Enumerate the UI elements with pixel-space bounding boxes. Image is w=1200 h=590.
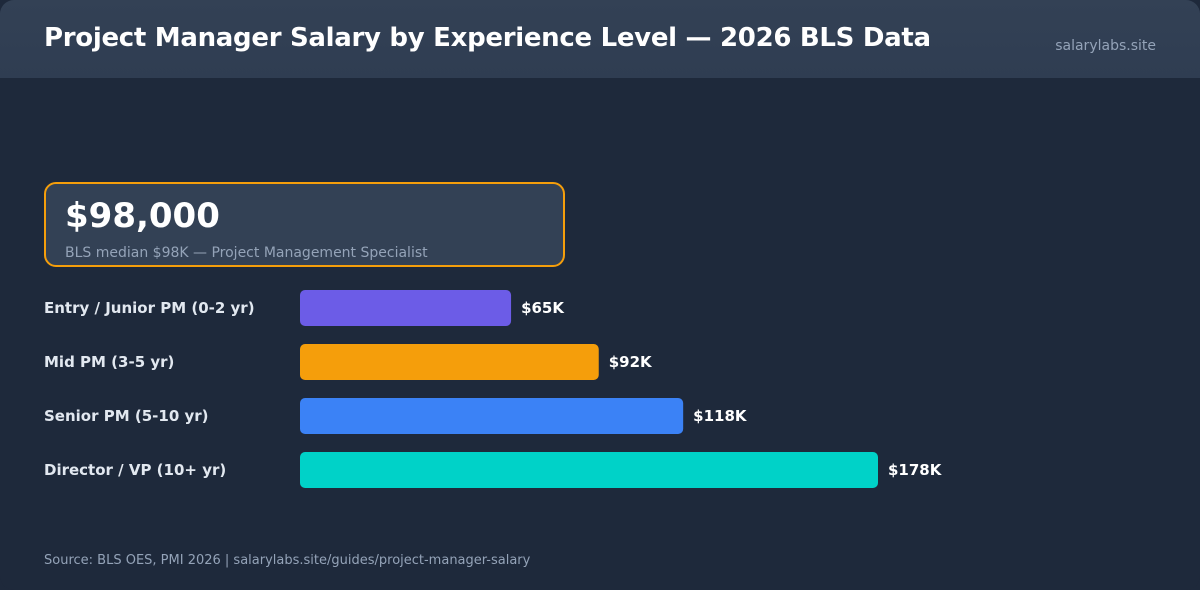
bar-value-label: $178K [888,461,943,479]
bar [300,344,599,380]
bar [300,290,512,326]
header-bar: Project Manager Salary by Experience Lev… [0,0,1200,78]
median-value: $98,000 [65,196,220,236]
bar-value-label: $65K [521,299,565,317]
chart-title: Project Manager Salary by Experience Lev… [44,23,931,53]
category-label: Director / VP (10+ yr) [44,461,226,479]
median-highlight-box: $98,000 BLS median $98K — Project Manage… [44,182,565,267]
median-caption: BLS median $98K — Project Management Spe… [65,245,428,261]
bar [300,452,878,488]
bar-value-label: $92K [609,353,653,371]
category-label: Mid PM (3-5 yr) [44,353,174,371]
source-note: Source: BLS OES, PMI 2026 | salarylabs.s… [44,553,531,568]
bar-value-label: $118K [693,407,748,425]
site-name: salarylabs.site [1055,38,1156,54]
bar [300,398,684,434]
category-label: Senior PM (5-10 yr) [44,407,209,425]
category-label: Entry / Junior PM (0-2 yr) [44,299,255,317]
